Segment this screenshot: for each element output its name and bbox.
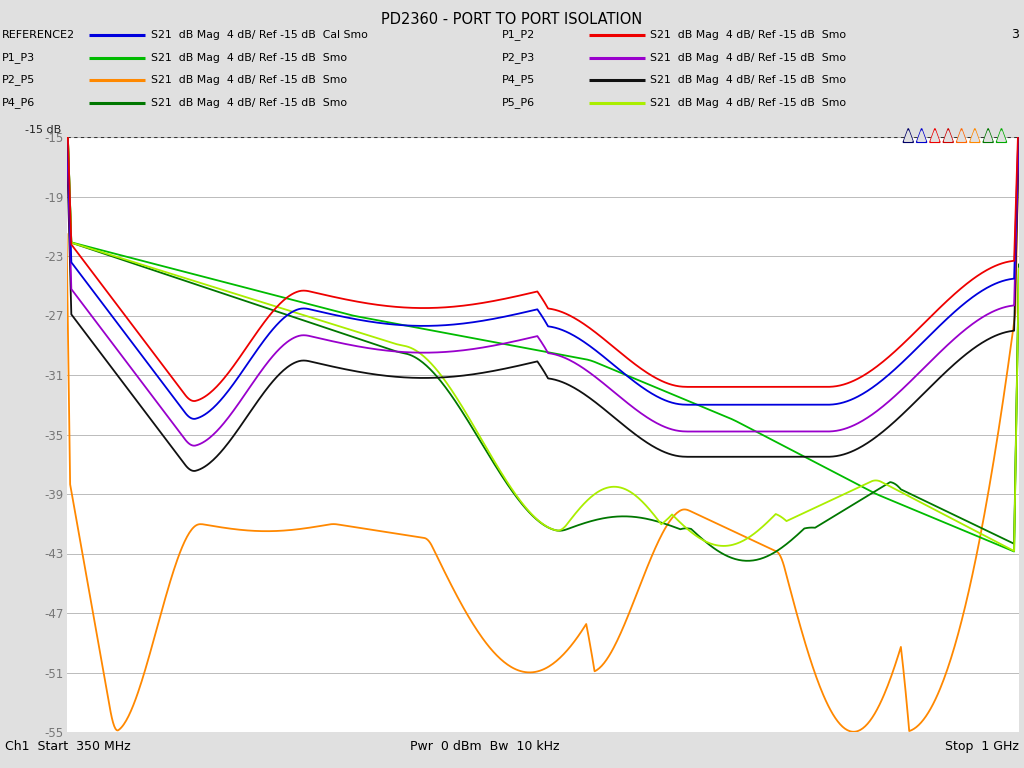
- Polygon shape: [983, 128, 993, 142]
- Text: P1_P3: P1_P3: [2, 52, 35, 64]
- Polygon shape: [970, 128, 980, 142]
- Text: REFERENCE2: REFERENCE2: [2, 30, 75, 40]
- Polygon shape: [956, 128, 967, 142]
- Text: -15 dB: -15 dB: [26, 125, 61, 135]
- Text: 3: 3: [1011, 28, 1019, 41]
- Text: P2_P3: P2_P3: [502, 52, 535, 64]
- Polygon shape: [957, 131, 966, 141]
- Polygon shape: [943, 128, 953, 142]
- Text: S21  dB Mag  4 dB/ Ref -15 dB  Smo: S21 dB Mag 4 dB/ Ref -15 dB Smo: [650, 75, 847, 85]
- Polygon shape: [931, 131, 939, 141]
- Polygon shape: [930, 128, 940, 142]
- Text: Ch1  Start  350 MHz: Ch1 Start 350 MHz: [5, 740, 131, 753]
- Text: S21  dB Mag  4 dB/ Ref -15 dB  Smo: S21 dB Mag 4 dB/ Ref -15 dB Smo: [650, 98, 847, 108]
- Text: S21  dB Mag  4 dB/ Ref -15 dB  Smo: S21 dB Mag 4 dB/ Ref -15 dB Smo: [650, 53, 847, 63]
- Text: PD2360 - PORT TO PORT ISOLATION: PD2360 - PORT TO PORT ISOLATION: [381, 12, 643, 27]
- Text: P4_P6: P4_P6: [2, 98, 35, 108]
- Text: S21  dB Mag  4 dB/ Ref -15 dB  Cal Smo: S21 dB Mag 4 dB/ Ref -15 dB Cal Smo: [151, 30, 368, 40]
- Text: S21  dB Mag  4 dB/ Ref -15 dB  Smo: S21 dB Mag 4 dB/ Ref -15 dB Smo: [151, 53, 347, 63]
- Polygon shape: [904, 131, 912, 141]
- Text: P4_P5: P4_P5: [502, 74, 535, 85]
- Polygon shape: [944, 131, 952, 141]
- Polygon shape: [916, 128, 927, 142]
- Text: S21  dB Mag  4 dB/ Ref -15 dB  Smo: S21 dB Mag 4 dB/ Ref -15 dB Smo: [151, 98, 347, 108]
- Text: S21  dB Mag  4 dB/ Ref -15 dB  Smo: S21 dB Mag 4 dB/ Ref -15 dB Smo: [151, 75, 347, 85]
- Polygon shape: [997, 131, 1006, 141]
- Text: Stop  1 GHz: Stop 1 GHz: [945, 740, 1019, 753]
- Text: S21  dB Mag  4 dB/ Ref -15 dB  Smo: S21 dB Mag 4 dB/ Ref -15 dB Smo: [650, 30, 847, 40]
- Text: P5_P6: P5_P6: [502, 98, 535, 108]
- Polygon shape: [996, 128, 1007, 142]
- Polygon shape: [903, 128, 913, 142]
- Polygon shape: [971, 131, 979, 141]
- Polygon shape: [984, 131, 992, 141]
- Polygon shape: [918, 131, 926, 141]
- Text: Pwr  0 dBm  Bw  10 kHz: Pwr 0 dBm Bw 10 kHz: [410, 740, 559, 753]
- Text: P1_P2: P1_P2: [502, 29, 535, 41]
- Text: P2_P5: P2_P5: [2, 74, 35, 85]
